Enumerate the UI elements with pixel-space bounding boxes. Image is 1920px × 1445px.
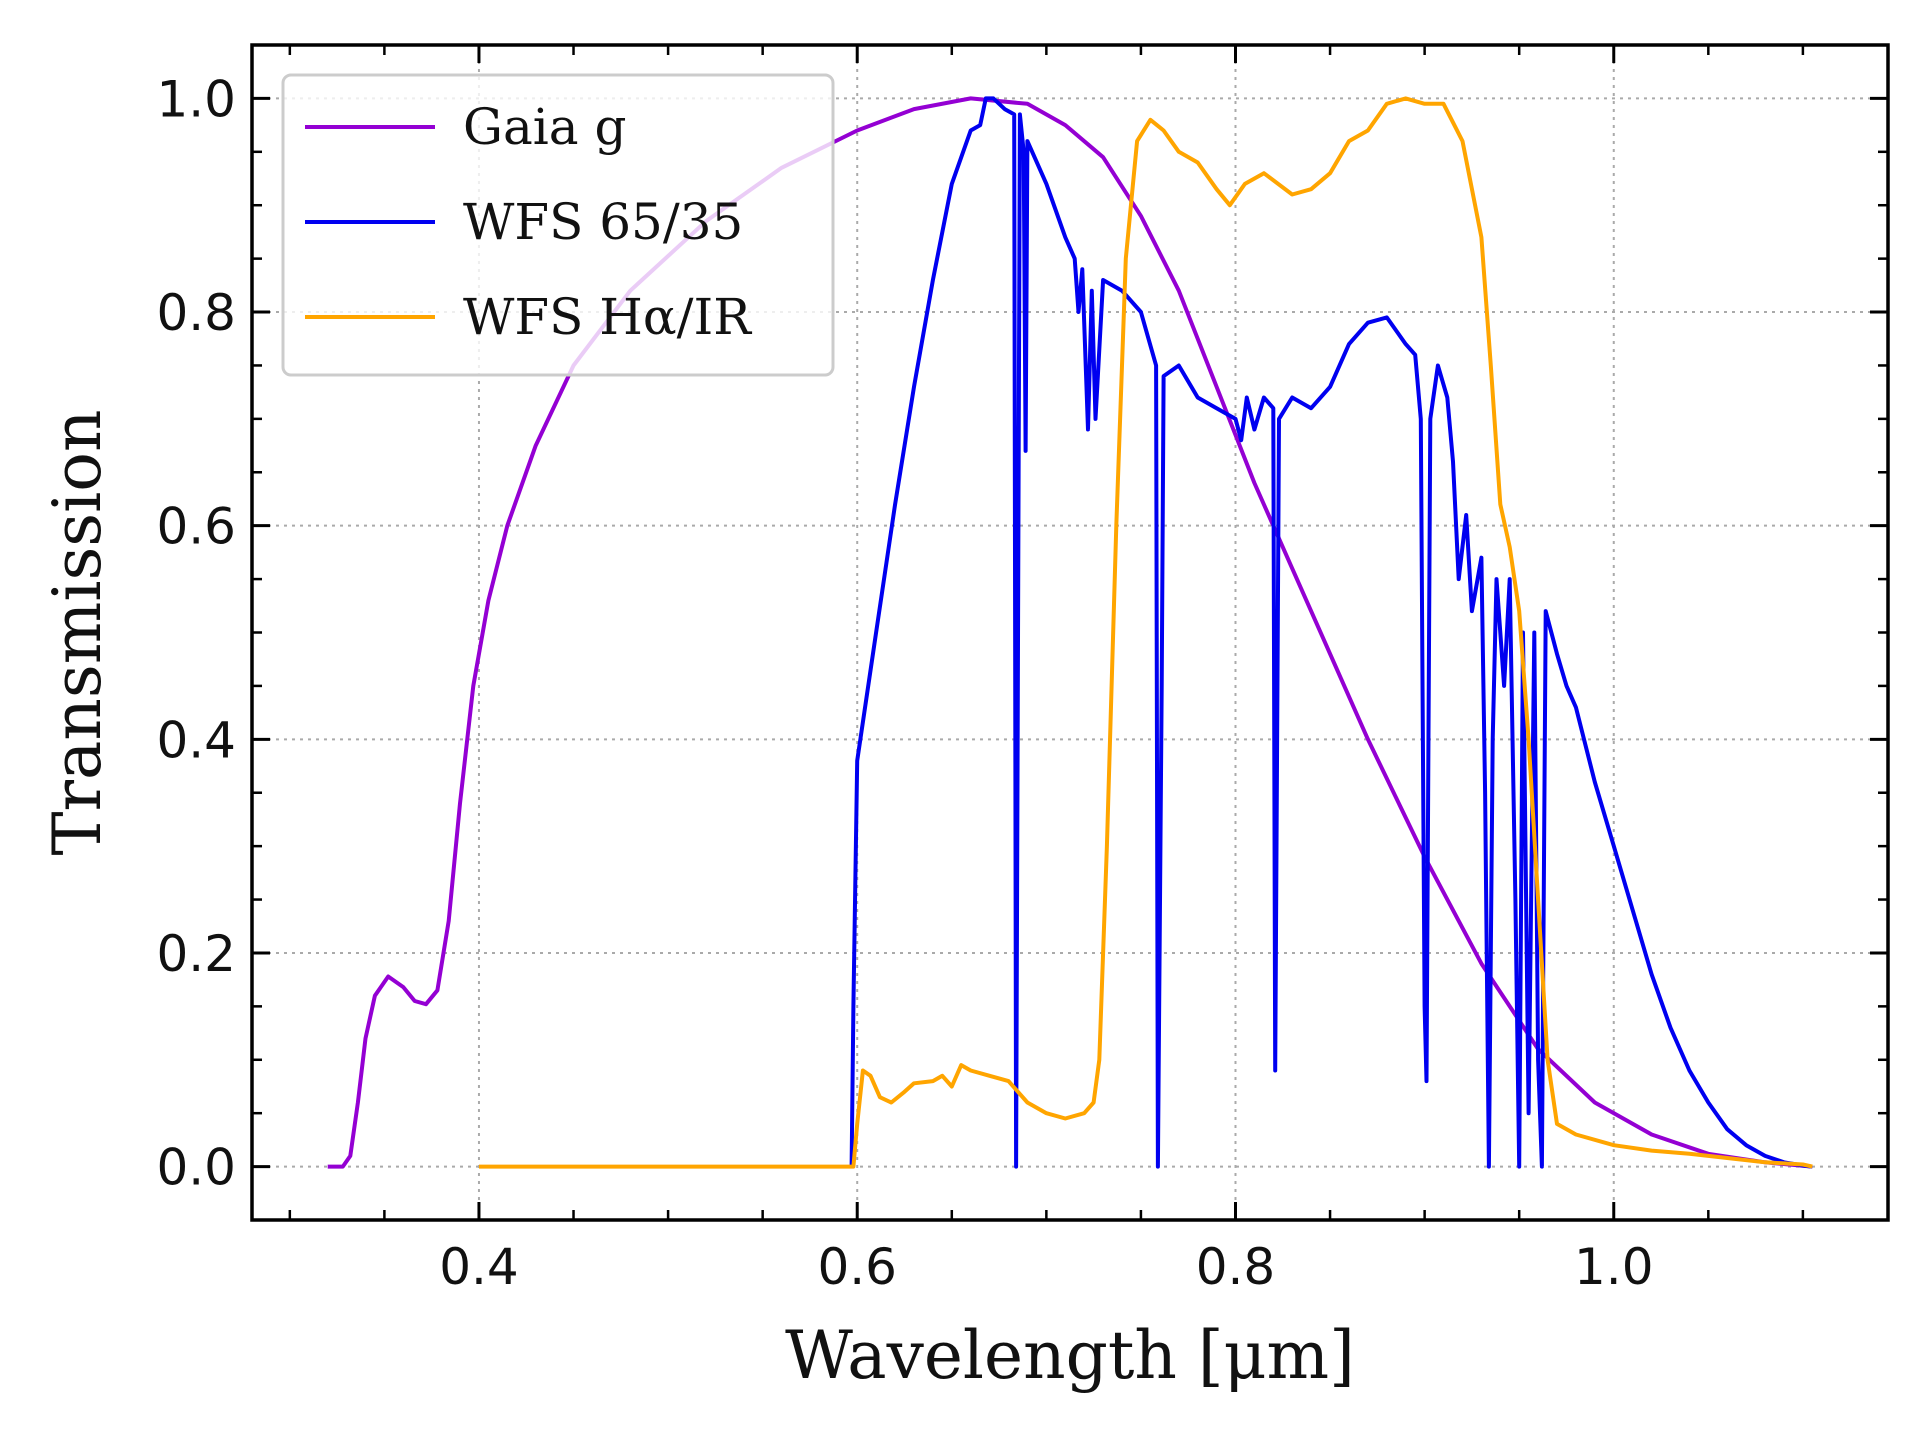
y-tick-label: 0.8 — [156, 284, 236, 342]
tick-labels: 0.4 0.6 0.8 1.0 0.0 0.2 0.4 0.6 0.8 1.0 — [156, 70, 1653, 1296]
legend-entry-label: WFS 65/35 — [463, 193, 743, 251]
y-tick-label: 0.2 — [156, 925, 236, 983]
y-tick-label: 0.0 — [156, 1139, 236, 1197]
x-tick-label: 0.8 — [1196, 1238, 1276, 1296]
series-line — [849, 96, 1813, 1169]
x-tick-label: 1.0 — [1574, 1238, 1654, 1296]
legend-box — [281, 73, 835, 377]
y-tick-label: 0.4 — [156, 711, 236, 769]
axis-ticks — [252, 45, 1888, 1220]
x-axis-label: Wavelength [μm] — [785, 1317, 1355, 1394]
series-line — [479, 96, 1813, 1169]
y-tick-label: 1.0 — [156, 70, 236, 128]
legend-entry-label: Gaia g — [463, 98, 626, 156]
x-tick-label: 0.4 — [439, 1238, 519, 1296]
legend-entry-label: WFS Hα/IR — [463, 288, 752, 346]
legend: Gaia g WFS 65/35 WFS Hα/IR — [281, 73, 835, 377]
x-tick-label: 0.6 — [817, 1238, 897, 1296]
y-axis-label: Transmission — [39, 409, 116, 855]
y-tick-label: 0.6 — [156, 498, 236, 556]
